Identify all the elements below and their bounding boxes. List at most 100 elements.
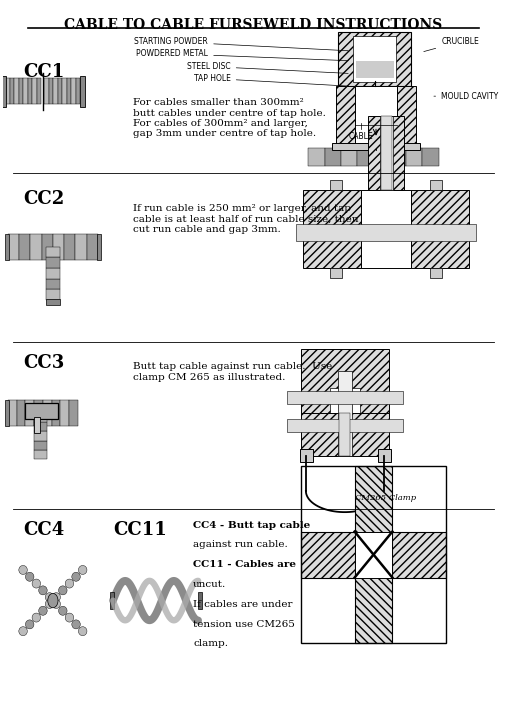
Bar: [80, 76, 85, 107]
Ellipse shape: [45, 600, 54, 608]
Bar: [87, 234, 98, 260]
Bar: [37, 78, 41, 104]
Bar: [287, 419, 402, 432]
Ellipse shape: [72, 573, 80, 581]
Text: If cables are under: If cables are under: [193, 600, 292, 609]
Text: against run cable.: against run cable.: [193, 540, 288, 550]
Text: CABLE: CABLE: [348, 131, 373, 140]
Bar: [355, 532, 392, 578]
Bar: [44, 78, 49, 104]
Bar: [430, 268, 442, 278]
Bar: [76, 78, 80, 104]
Bar: [390, 148, 406, 166]
Bar: [34, 441, 47, 450]
Bar: [19, 234, 30, 260]
Ellipse shape: [32, 579, 41, 588]
Bar: [34, 431, 47, 441]
Text: Butt tap cable against run cable.  Use
clamp CM 265 as illustrated.: Butt tap cable against run cable. Use cl…: [133, 362, 332, 381]
Bar: [5, 78, 10, 104]
Bar: [397, 86, 416, 145]
Ellipse shape: [65, 613, 74, 622]
Bar: [97, 234, 101, 260]
Text: STARTING POWDER: STARTING POWDER: [135, 37, 348, 51]
Ellipse shape: [59, 586, 67, 595]
Bar: [111, 592, 114, 609]
Ellipse shape: [79, 627, 87, 636]
Ellipse shape: [19, 627, 27, 636]
Bar: [330, 268, 342, 278]
Bar: [53, 78, 58, 104]
Text: clamp.: clamp.: [193, 640, 228, 649]
Bar: [62, 78, 67, 104]
Bar: [69, 401, 78, 426]
Text: For cables smaller than 300mm²
butt cables under centre of tap hole.
For cables : For cables smaller than 300mm² butt cabl…: [133, 98, 326, 138]
Text: uncut.: uncut.: [193, 580, 226, 589]
Bar: [411, 190, 469, 268]
Bar: [34, 401, 43, 426]
Bar: [338, 371, 352, 456]
Bar: [354, 36, 396, 82]
Bar: [34, 422, 47, 431]
Text: POWDERED METAL: POWDERED METAL: [136, 49, 348, 61]
Bar: [34, 417, 40, 433]
Text: CC3: CC3: [23, 354, 64, 372]
Bar: [46, 289, 60, 300]
Bar: [303, 190, 361, 268]
Bar: [301, 413, 389, 456]
Bar: [287, 391, 402, 404]
Ellipse shape: [59, 606, 67, 615]
Bar: [25, 403, 58, 419]
Bar: [16, 401, 25, 426]
Bar: [71, 78, 76, 104]
Ellipse shape: [19, 565, 27, 575]
Bar: [53, 234, 64, 260]
Bar: [300, 449, 313, 462]
Bar: [379, 116, 393, 190]
Ellipse shape: [52, 593, 61, 602]
Text: CC11 - Cables are: CC11 - Cables are: [193, 560, 296, 569]
Ellipse shape: [39, 606, 47, 615]
Bar: [14, 78, 19, 104]
Bar: [296, 223, 476, 241]
Bar: [406, 148, 423, 166]
Bar: [336, 86, 355, 145]
Bar: [25, 401, 34, 426]
Bar: [355, 466, 392, 643]
Bar: [5, 234, 9, 260]
Bar: [332, 143, 420, 150]
Bar: [19, 78, 23, 104]
Bar: [49, 78, 53, 104]
Bar: [430, 180, 442, 190]
Bar: [46, 268, 60, 279]
Bar: [330, 389, 360, 413]
Text: MOULD CAVITY: MOULD CAVITY: [434, 92, 499, 101]
Bar: [377, 449, 391, 462]
Ellipse shape: [45, 593, 54, 602]
Ellipse shape: [79, 565, 87, 575]
Ellipse shape: [25, 620, 34, 629]
Text: TAP HOLE: TAP HOLE: [194, 74, 348, 86]
Bar: [341, 148, 357, 166]
Bar: [198, 592, 201, 609]
Bar: [361, 190, 411, 268]
Bar: [301, 349, 389, 413]
Text: CRUCIBLE: CRUCIBLE: [424, 37, 479, 51]
Bar: [43, 401, 51, 426]
Ellipse shape: [72, 620, 80, 629]
Text: CM265 Clamp: CM265 Clamp: [356, 494, 416, 503]
Bar: [64, 234, 76, 260]
Bar: [380, 116, 392, 190]
Ellipse shape: [52, 600, 61, 608]
Bar: [2, 76, 6, 107]
Bar: [67, 78, 71, 104]
Bar: [357, 148, 374, 166]
Ellipse shape: [25, 573, 34, 581]
Text: CC11: CC11: [113, 520, 167, 538]
Bar: [369, 116, 403, 190]
Bar: [8, 401, 16, 426]
Bar: [356, 61, 394, 78]
Bar: [46, 279, 60, 289]
Text: CC4 - Butt tap cable: CC4 - Butt tap cable: [193, 520, 310, 530]
Bar: [338, 33, 411, 86]
Bar: [28, 78, 32, 104]
